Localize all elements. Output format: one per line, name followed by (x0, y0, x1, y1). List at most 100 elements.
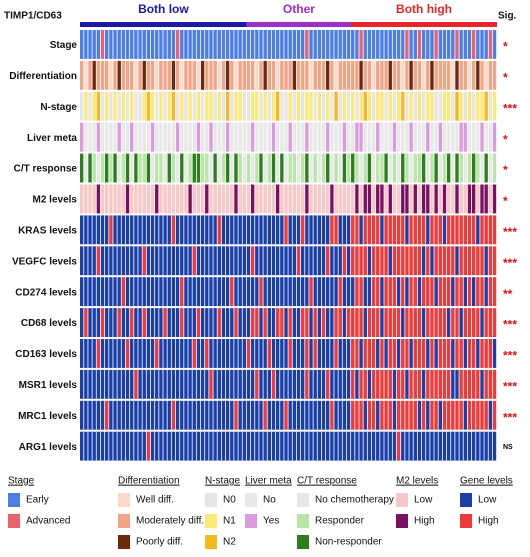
heatmap-cell (188, 91, 192, 121)
heatmap-cell (138, 400, 142, 430)
heatmap-cell (421, 91, 426, 121)
heatmap-cell (84, 30, 88, 59)
heatmap-cell (259, 277, 263, 307)
heatmap-cell (413, 153, 417, 183)
heatmap-cell (355, 60, 359, 90)
heatmap-cell (192, 431, 196, 461)
heatmap-cell (188, 122, 192, 152)
heatmap-cell (417, 60, 422, 90)
heatmap-cell (371, 60, 376, 90)
heatmap-cell (309, 30, 313, 59)
heatmap-cell (359, 215, 363, 245)
heatmap-cell (338, 246, 342, 276)
heatmap-cell (301, 246, 305, 276)
heatmap-cell (484, 30, 488, 59)
heatmap-cell (413, 91, 417, 121)
heatmap-cell (255, 308, 259, 337)
heatmap-cell (175, 184, 180, 214)
heatmap-cell (313, 277, 317, 307)
heatmap-cell (159, 369, 163, 399)
heatmap-cell (188, 184, 192, 214)
heatmap-cell (213, 431, 217, 461)
heatmap-cell (388, 153, 392, 183)
heatmap-cell (392, 60, 397, 90)
heatmap-cell (342, 400, 347, 430)
heatmap-cell (209, 369, 213, 399)
row-label: ARG1 levels (19, 442, 78, 453)
heatmap-cell (200, 60, 205, 90)
heatmap-cell (301, 184, 305, 214)
heatmap-cell (146, 246, 151, 276)
heatmap-cell (334, 60, 338, 90)
heatmap-cell (138, 60, 142, 90)
heatmap-cell (484, 215, 488, 245)
heatmap-cell (234, 369, 238, 399)
heatmap-cell (446, 339, 451, 368)
heatmap-cell (84, 215, 88, 245)
heatmap-cell (380, 431, 384, 461)
heatmap-cell (459, 400, 463, 430)
heatmap-cell (84, 431, 88, 461)
heatmap-cell (130, 400, 134, 430)
heatmap-cell (384, 122, 388, 152)
heatmap-cell (225, 122, 230, 152)
heatmap-cell (100, 400, 105, 430)
heatmap-cell (430, 339, 434, 368)
heatmap-cell (192, 153, 196, 183)
heatmap-cell (492, 60, 497, 90)
heatmap-cell (259, 122, 263, 152)
heatmap-cell (205, 431, 209, 461)
heatmap-cell (359, 369, 363, 399)
heatmap-cell (338, 339, 342, 368)
heatmap-cell (96, 369, 101, 399)
heatmap-cell (451, 122, 455, 152)
heatmap-cell (421, 400, 426, 430)
heatmap-cell (463, 339, 468, 368)
heatmap-cell (88, 308, 92, 337)
heatmap-cell (455, 308, 459, 337)
heatmap-cell (313, 122, 317, 152)
heatmap-cell (484, 60, 488, 90)
heatmap-cell (305, 246, 309, 276)
heatmap-cell (184, 153, 188, 183)
heatmap-cell (184, 369, 188, 399)
heatmap-cell (250, 153, 255, 183)
legend-label: No chemotherapy (315, 495, 394, 506)
heatmap-cell (275, 277, 280, 307)
heatmap-cell (117, 215, 121, 245)
heatmap-cell (305, 308, 309, 337)
heatmap-cell (200, 369, 205, 399)
heatmap-cell (150, 339, 155, 368)
significance: *** (503, 380, 517, 394)
heatmap-cell (213, 153, 217, 183)
heatmap-cell (200, 431, 205, 461)
legend-swatch (118, 514, 130, 528)
heatmap-cell (138, 339, 142, 368)
heatmap-cell (167, 339, 171, 368)
legend-swatch (460, 514, 472, 528)
heatmap-cell (230, 277, 234, 307)
heatmap-cell (105, 400, 109, 430)
heatmap-cell (492, 153, 497, 183)
heatmap-cell (263, 30, 267, 59)
heatmap-cell (88, 246, 92, 276)
heatmap-cell (413, 339, 417, 368)
significance: *** (503, 349, 517, 363)
heatmap-cell (405, 277, 409, 307)
heatmap-cell (409, 184, 413, 214)
heatmap-cell (313, 339, 317, 368)
heatmap-cell (88, 60, 92, 90)
significance: *** (503, 225, 517, 239)
heatmap-cell (230, 308, 234, 337)
heatmap-cell (480, 122, 484, 152)
heatmap-cell (213, 91, 217, 121)
heatmap-cell (351, 153, 355, 183)
heatmap-cell (346, 339, 351, 368)
heatmap-cell (80, 277, 84, 307)
heatmap-cell (363, 246, 367, 276)
heatmap-cell (305, 30, 309, 59)
heatmap-cell (426, 215, 430, 245)
heatmap-cell (109, 91, 113, 121)
heatmap-cell (121, 30, 126, 59)
heatmap-cell (200, 339, 205, 368)
